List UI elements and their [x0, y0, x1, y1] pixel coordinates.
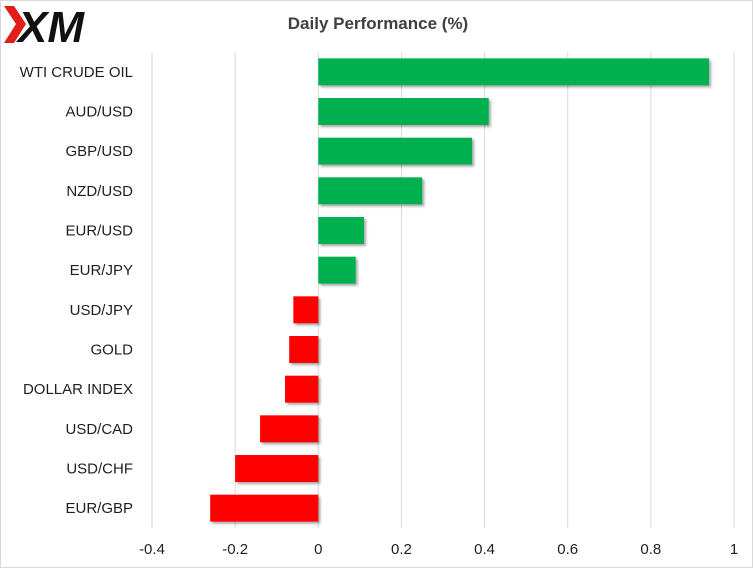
category-label: DOLLAR INDEX	[23, 381, 133, 398]
bar	[318, 177, 423, 205]
logo-red-slash	[4, 6, 26, 43]
x-tick-label: 0.8	[640, 541, 661, 558]
category-label: EUR/GBP	[65, 500, 133, 517]
category-label: NZD/USD	[66, 183, 133, 200]
grid-lines	[151, 52, 735, 528]
logo-text: XM	[15, 3, 85, 52]
bar	[210, 494, 319, 522]
bar	[285, 375, 319, 403]
x-tick-label: 0.6	[557, 541, 578, 558]
x-tick-label: 1	[730, 541, 738, 558]
x-tick-label: 0.4	[474, 541, 495, 558]
category-labels: WTI CRUDE OIL AUD/USD GBP/USD NZD/USD EUR/US…	[20, 64, 134, 517]
x-tick-label: 0	[314, 541, 322, 558]
bar	[293, 296, 319, 324]
bars	[210, 58, 710, 522]
category-label: AUD/USD	[65, 104, 133, 121]
bar	[260, 415, 319, 443]
bar	[318, 137, 473, 165]
category-label: EUR/JPY	[70, 262, 133, 279]
x-axis-tick-labels: -0.4 -0.2 0 0.2 0.4 0.6 0.8 1	[139, 541, 738, 558]
category-label: USD/JPY	[70, 302, 133, 319]
bar	[235, 455, 319, 482]
category-label: USD/CAD	[65, 421, 133, 438]
category-label: GOLD	[90, 342, 133, 359]
x-tick-label: -0.4	[139, 541, 165, 558]
category-label: USD/CHF	[66, 461, 133, 478]
chart-title: Daily Performance (%)	[288, 14, 468, 33]
xm-logo: XM	[4, 3, 85, 52]
bar	[318, 256, 356, 284]
x-tick-label: 0.2	[391, 541, 412, 558]
bar	[318, 58, 710, 86]
bar	[318, 98, 489, 125]
bar	[318, 217, 365, 244]
category-label: EUR/USD	[65, 223, 133, 240]
category-label: GBP/USD	[65, 143, 133, 160]
category-label: WTI CRUDE OIL	[20, 64, 133, 81]
bar	[289, 336, 319, 363]
x-tick-label: -0.2	[222, 541, 248, 558]
